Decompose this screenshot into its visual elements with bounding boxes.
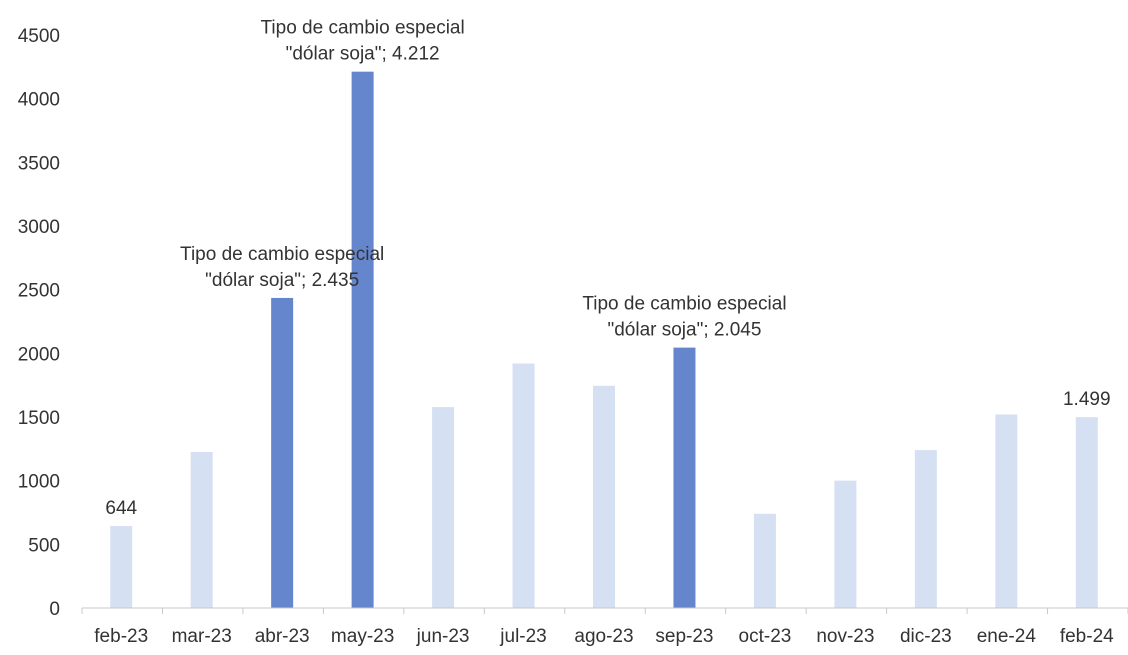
data-label-line: "dólar soja"; 2.045	[607, 320, 761, 341]
data-label-feb-23: 644	[105, 498, 137, 519]
x-axis	[81, 607, 1128, 614]
bar-feb-24	[1075, 417, 1098, 608]
y-tick-label: 1000	[18, 472, 60, 493]
data-label-feb-24: 1.499	[1063, 389, 1111, 410]
data-label-line: Tipo de cambio especial	[261, 18, 465, 39]
y-axis-ticks: 0 500 1000 1500 2000 2500 3000 3500 4000 4500	[18, 26, 60, 620]
y-tick-label: 1500	[18, 408, 60, 429]
data-label-abr-23: Tipo de cambio especial "dólar soja"; 2.4…	[180, 244, 384, 291]
bar-nov-23	[834, 480, 857, 608]
bar-ago-23	[593, 385, 615, 608]
x-tick-label: feb-24	[1060, 626, 1114, 647]
bar-mar-23	[190, 452, 213, 608]
data-label-line: "dólar soja"; 4.212	[286, 44, 440, 65]
x-tick-label: jul-23	[499, 626, 546, 647]
bars-group	[110, 71, 1098, 608]
y-tick-label: 3000	[18, 217, 60, 238]
bar-feb-23	[110, 525, 133, 608]
x-tick-label: may-23	[331, 626, 394, 647]
data-label-line: Tipo de cambio especial	[180, 244, 384, 265]
data-label-may-23: Tipo de cambio especial "dólar soja"; 4.2…	[261, 18, 465, 65]
bar-may-23	[351, 71, 374, 608]
x-tick-label: ene-24	[977, 626, 1037, 647]
y-tick-label: 4500	[18, 26, 60, 47]
y-tick-label: 2000	[18, 344, 60, 365]
bar-oct-23	[753, 513, 776, 608]
y-tick-label: 2500	[18, 281, 60, 302]
x-tick-label: ago-23	[574, 626, 633, 647]
y-tick-label: 3500	[18, 153, 60, 174]
x-axis-ticks: feb-23 mar-23 abr-23 may-23 jun-23 jul-23 ago-…	[94, 626, 1114, 647]
x-tick-label: abr-23	[255, 626, 310, 647]
x-tick-label: jun-23	[416, 626, 470, 647]
data-label-line: 1.499	[1063, 389, 1111, 410]
bar-jun-23	[432, 407, 455, 608]
data-label-line: "dólar soja"; 2.435	[205, 270, 359, 291]
data-label-line: Tipo de cambio especial	[582, 294, 786, 315]
y-tick-label: 4000	[18, 90, 60, 111]
x-tick-label: mar-23	[172, 626, 232, 647]
bar-ene-24	[995, 414, 1018, 608]
bar-abr-23	[271, 297, 294, 608]
x-tick-label: nov-23	[816, 626, 874, 647]
bar-jul-23	[512, 363, 535, 608]
x-tick-label: dic-23	[900, 626, 952, 647]
annotations-group: 644 Tipo de cambio especial "dólar soja"; …	[105, 18, 1110, 519]
data-label-sep-23: Tipo de cambio especial "dólar soja"; 2.0…	[582, 294, 786, 341]
data-label-line: 644	[105, 498, 137, 519]
x-tick-label: feb-23	[94, 626, 148, 647]
x-tick-label: sep-23	[655, 626, 713, 647]
bar-dic-23	[914, 450, 937, 608]
y-tick-label: 500	[28, 535, 60, 556]
y-tick-label: 0	[49, 599, 60, 620]
x-tick-label: oct-23	[739, 626, 792, 647]
bar-sep-23	[673, 347, 696, 608]
